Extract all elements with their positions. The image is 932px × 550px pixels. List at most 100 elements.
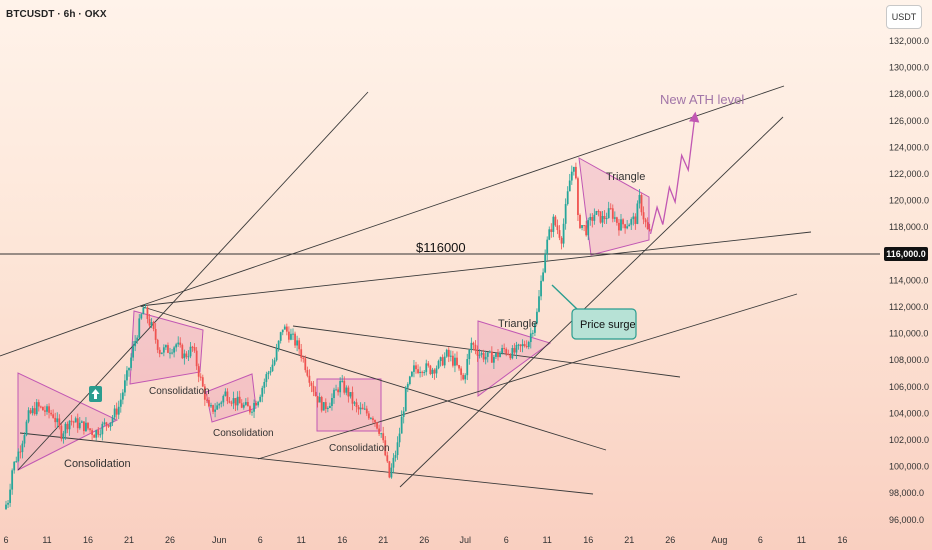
- x-tick-label: 26: [165, 535, 175, 545]
- x-tick-label: 26: [419, 535, 429, 545]
- y-tick-label: 114,000.0: [889, 275, 928, 285]
- y-tick-label: 122,000.0: [889, 169, 929, 179]
- candle-body: [587, 220, 590, 236]
- candle-body: [62, 433, 65, 440]
- candle-body: [15, 461, 18, 463]
- x-tick-label: 21: [378, 535, 388, 545]
- candle-body: [390, 467, 393, 478]
- candle-body: [406, 384, 409, 388]
- candle-body: [413, 365, 415, 372]
- candle-body: [175, 344, 178, 348]
- candle-body: [44, 410, 46, 412]
- triangle-pattern: [477, 320, 552, 397]
- candle-body: [288, 331, 290, 340]
- candle-body: [144, 307, 147, 309]
- candle-body: [101, 423, 104, 435]
- consolidation-triangle: [205, 373, 257, 423]
- candle-body: [124, 380, 126, 393]
- candle-body: [611, 208, 614, 219]
- candle-body: [185, 353, 188, 357]
- candle-body: [593, 214, 596, 221]
- candle-body: [238, 396, 241, 404]
- candle-body: [470, 342, 473, 350]
- candle-body: [234, 398, 237, 406]
- trend-line: [292, 325, 681, 378]
- candle-body: [117, 406, 120, 415]
- candle-body: [320, 397, 323, 411]
- candle-body: [273, 360, 276, 365]
- candle-body: [454, 357, 456, 366]
- currency-unit-button[interactable]: USDT: [886, 5, 922, 29]
- candle-body: [490, 351, 493, 363]
- candle-body: [357, 406, 360, 410]
- target-label: New ATH level: [660, 92, 744, 107]
- candle-body: [542, 272, 544, 281]
- pattern-label: Triangle: [498, 318, 537, 330]
- candle-body: [306, 370, 309, 376]
- candle-body: [531, 332, 534, 334]
- y-tick-label: 130,000.0: [889, 63, 929, 73]
- candle-body: [374, 420, 376, 423]
- candle-body: [427, 363, 430, 366]
- candle-body: [534, 323, 536, 333]
- candle-body: [85, 422, 87, 432]
- candle-body: [121, 392, 124, 400]
- candle-body: [236, 396, 239, 406]
- candle-body: [259, 396, 262, 402]
- pattern-label: Triangle: [606, 171, 645, 183]
- candle-body: [89, 428, 91, 431]
- x-tick-label: 16: [83, 535, 93, 545]
- candle-body: [361, 407, 364, 410]
- trend-line: [399, 116, 784, 488]
- candle-body: [249, 406, 251, 413]
- candle-body: [199, 376, 202, 378]
- candle-body: [300, 349, 303, 358]
- candle-body: [462, 374, 465, 380]
- candle-body: [603, 215, 606, 220]
- candle-body: [486, 352, 489, 357]
- candle-body: [402, 411, 405, 417]
- candle-body: [251, 411, 253, 413]
- candle-body: [177, 342, 180, 345]
- candle-body: [464, 375, 467, 380]
- candle-body: [308, 375, 311, 383]
- candle-body: [484, 356, 487, 360]
- candle-body: [634, 216, 637, 224]
- candle-body: [294, 333, 296, 346]
- candle-body: [439, 357, 442, 362]
- candle-body: [253, 403, 255, 412]
- candle-body: [23, 435, 26, 444]
- candle-body: [296, 340, 298, 346]
- candle-body: [355, 402, 358, 407]
- candle-body: [544, 254, 547, 273]
- candle-body: [310, 382, 313, 386]
- candle-body: [60, 425, 63, 440]
- candle-body: [25, 421, 28, 436]
- candle-body: [493, 356, 495, 363]
- candle-body: [382, 433, 385, 441]
- candle-body: [109, 422, 112, 427]
- candle-body: [160, 352, 163, 354]
- y-tick-label: 102,000.0: [889, 435, 929, 445]
- x-tick-label: 16: [583, 535, 593, 545]
- candle-body: [107, 425, 110, 427]
- candle-body: [267, 372, 270, 375]
- candle-body: [173, 347, 175, 353]
- y-tick-label: 128,000.0: [889, 89, 929, 99]
- candle-body: [218, 403, 221, 406]
- trend-line: [139, 231, 812, 307]
- candle-body: [630, 219, 633, 225]
- candle-body: [316, 396, 319, 403]
- candle-body: [540, 280, 542, 297]
- candle-body: [417, 369, 419, 374]
- candle-body: [331, 398, 333, 406]
- candle-body: [474, 344, 477, 351]
- candle-body: [564, 204, 567, 224]
- candle-body: [503, 348, 506, 350]
- candle-body: [376, 422, 378, 429]
- candle-body: [130, 357, 132, 368]
- projection-path: [649, 111, 700, 235]
- candle-body: [326, 407, 329, 410]
